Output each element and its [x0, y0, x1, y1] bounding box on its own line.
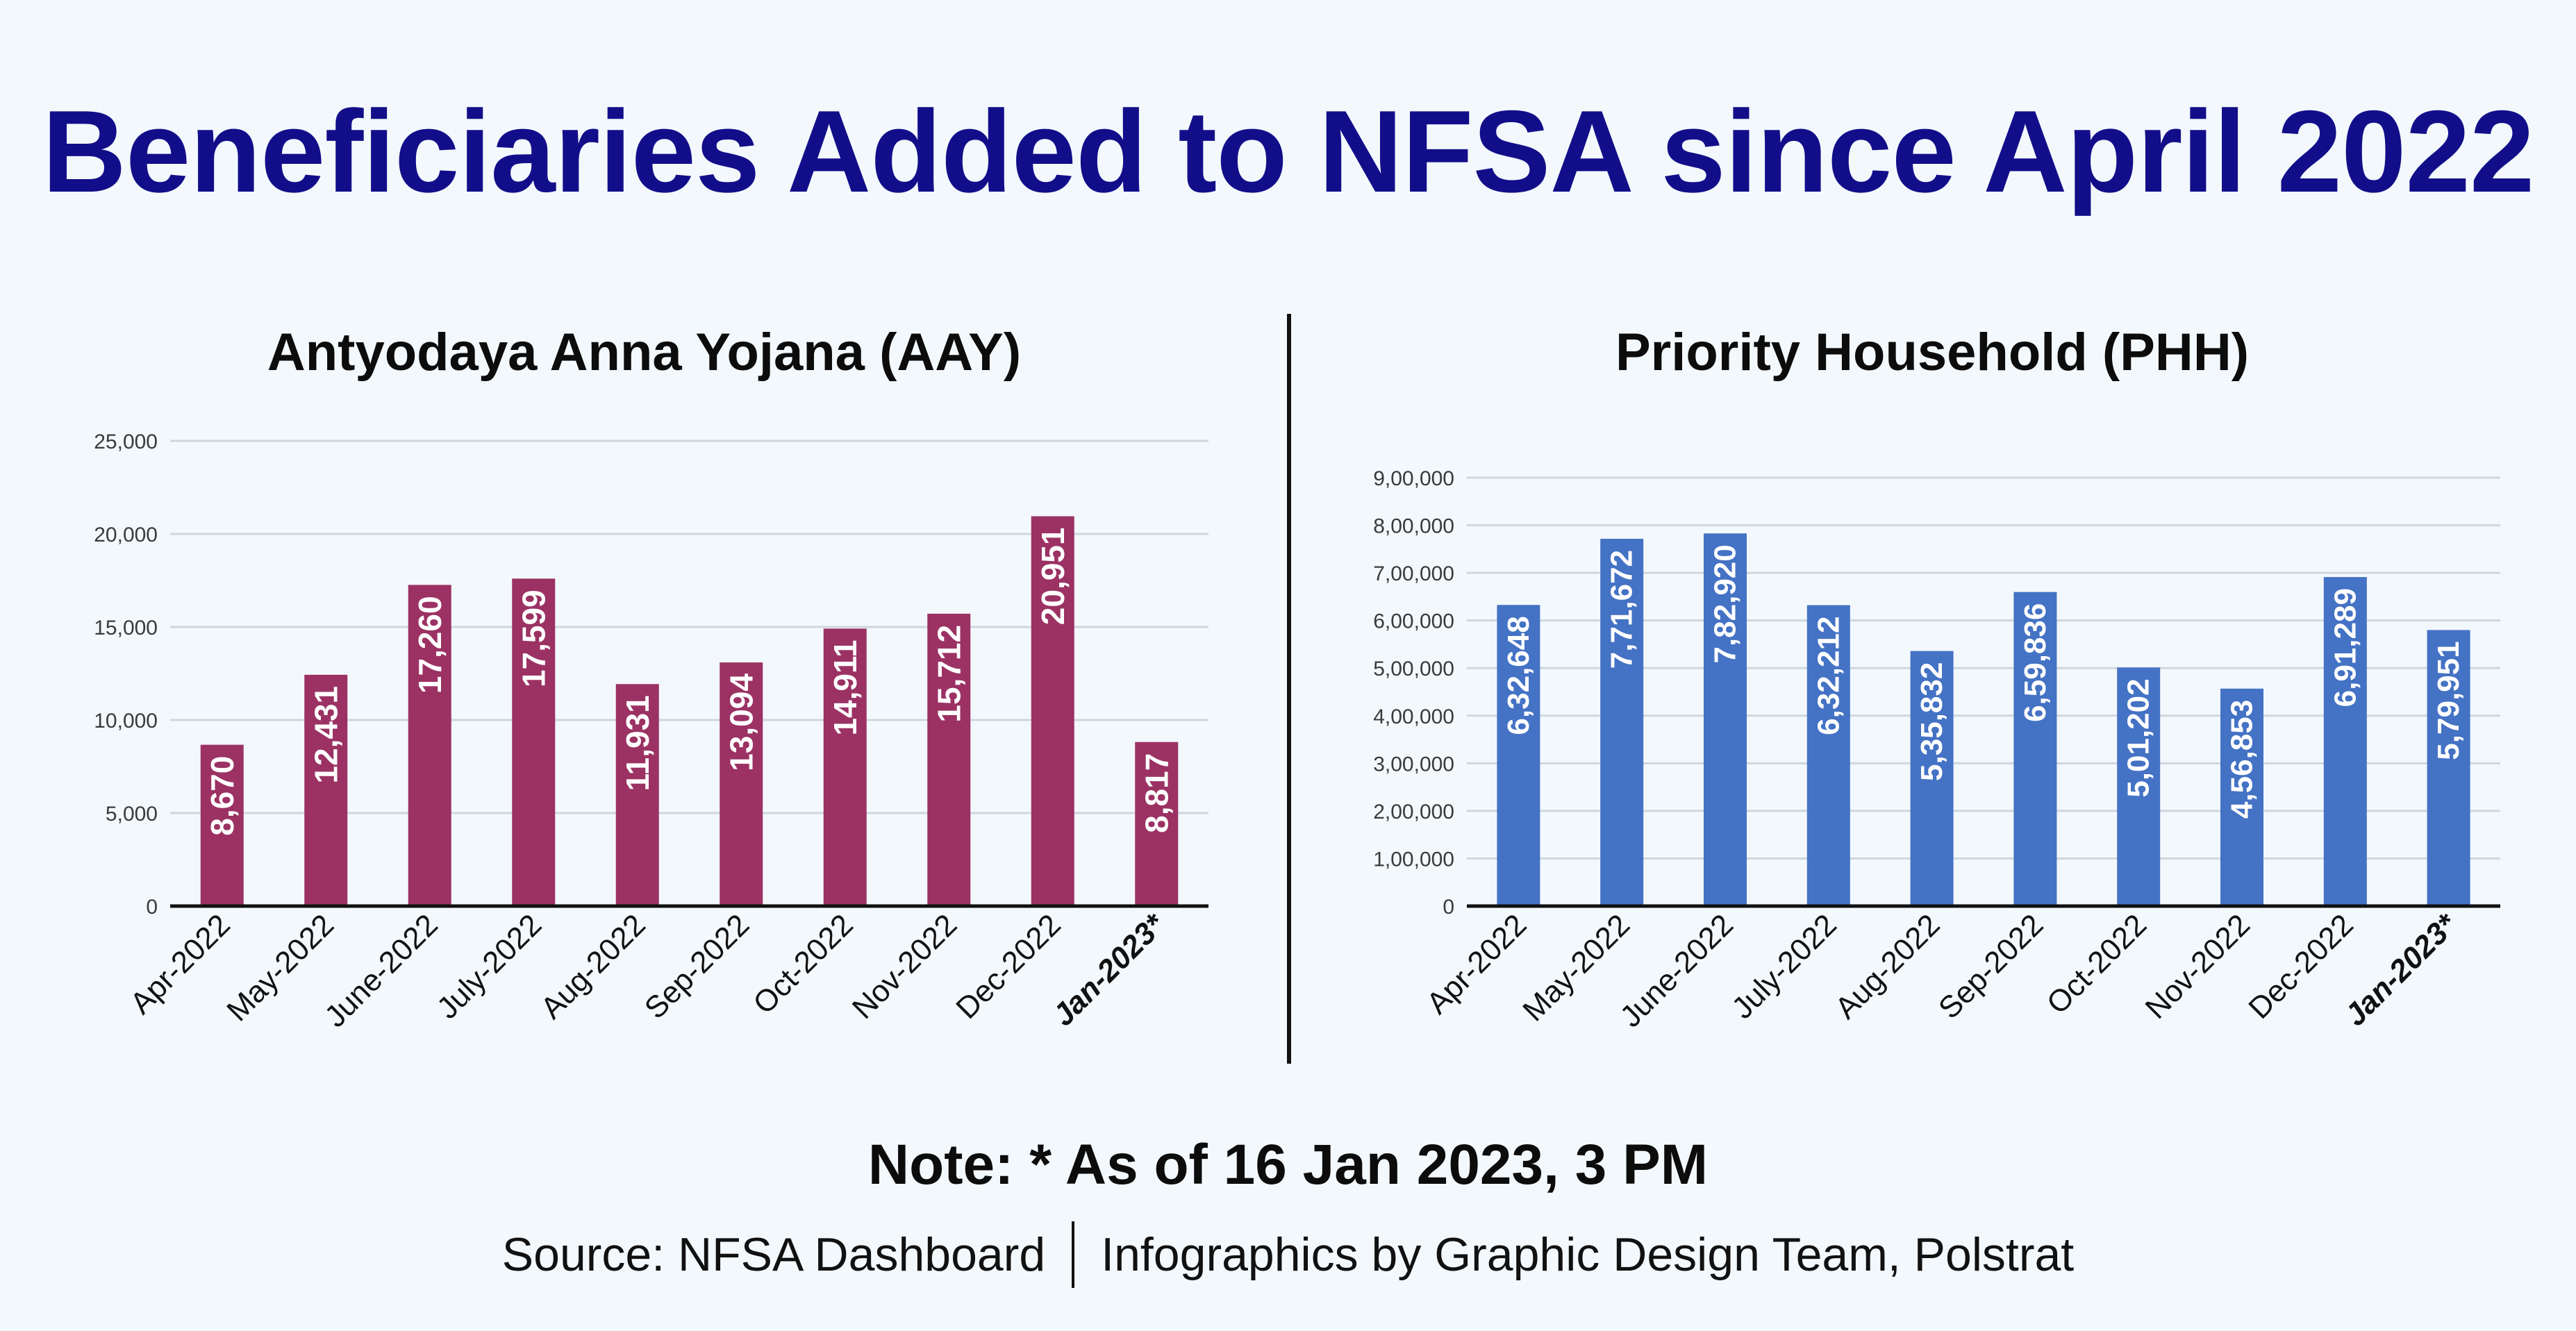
aay-ytick-label: 10,000	[94, 710, 158, 733]
phh-value-label: 6,32,648	[1502, 616, 1536, 735]
phh-category-label: Sep-2022	[1932, 907, 2050, 1026]
phh-category-label: Oct-2022	[2041, 907, 2154, 1021]
phh-bar	[1497, 605, 1540, 906]
aay-value-label: 17,599	[515, 589, 551, 687]
phh-category-label: Aug-2022	[1829, 907, 1947, 1026]
phh-category-label: Nov-2022	[2139, 907, 2257, 1026]
phh-value-label: 6,91,289	[2328, 588, 2362, 707]
phh-value-label: 5,01,202	[2122, 678, 2156, 797]
aay-value-label: 11,931	[620, 695, 656, 791]
aay-value-label: 8,817	[1138, 753, 1174, 833]
phh-chart-title: Priority Household (PHH)	[1615, 323, 2250, 382]
phh-bar	[1806, 605, 1850, 906]
aay-ytick-label: 0	[146, 896, 158, 919]
aay-bar	[823, 628, 867, 906]
aay-chart-title: Antyodaya Anna Yojana (AAY)	[267, 323, 1022, 382]
aay-bar	[720, 662, 763, 906]
phh-bar	[2427, 630, 2470, 906]
aay-bar	[1135, 742, 1179, 906]
phh-bar	[1600, 538, 1644, 906]
aay-bar	[408, 585, 451, 906]
aay-ytick-label: 5,000	[106, 803, 158, 826]
phh-bar	[2323, 577, 2367, 906]
aay-ytick-label: 25,000	[94, 430, 158, 453]
phh-value-label: 6,59,836	[2018, 603, 2052, 722]
page-title: Beneficiaries Added to NFSA since April …	[42, 86, 2535, 217]
phh-value-label: 6,32,212	[1811, 617, 1845, 735]
aay-value-label: 14,911	[827, 639, 863, 735]
aay-value-label: 13,094	[723, 673, 759, 771]
aay-ytick-label: 20,000	[94, 524, 158, 546]
aay-value-label: 17,260	[412, 596, 448, 694]
phh-bar	[1910, 651, 1954, 906]
phh-category-label: Jan-2023*	[2338, 907, 2464, 1032]
phh-ytick-label: 3,00,000	[1373, 753, 1454, 776]
aay-value-label: 15,712	[931, 625, 967, 723]
source-text: Source: NFSA Dashboard	[501, 1228, 1046, 1281]
footer-separator	[1072, 1221, 1075, 1288]
phh-value-label: 5,35,832	[1915, 662, 1949, 781]
phh-ytick-label: 4,00,000	[1373, 705, 1454, 728]
phh-value-label: 5,79,951	[2432, 641, 2466, 760]
aay-bar	[512, 578, 556, 906]
aay-bar	[200, 744, 244, 906]
phh-bar	[2220, 688, 2263, 906]
chart-divider	[1287, 314, 1291, 1064]
aay-bar	[615, 684, 659, 906]
phh-ytick-label: 1,00,000	[1373, 848, 1454, 871]
phh-bar	[1704, 533, 1747, 906]
phh-value-label: 7,71,672	[1605, 550, 1639, 669]
aay-bar-chart: 05,00010,00015,00020,00025,0008,670Apr-2…	[94, 430, 1208, 1034]
phh-ytick-label: 6,00,000	[1373, 610, 1454, 633]
phh-category-label: June-2022	[1613, 907, 1740, 1034]
phh-ytick-label: 7,00,000	[1373, 562, 1454, 585]
aay-value-label: 12,431	[308, 686, 344, 784]
aay-bar	[304, 674, 348, 906]
credit-text: Infographics by Graphic Design Team, Pol…	[1101, 1228, 2075, 1281]
phh-category-label: July-2022	[1725, 907, 1843, 1026]
phh-value-label: 4,56,853	[2225, 700, 2259, 819]
aay-bar	[1031, 516, 1074, 906]
phh-ytick-label: 0	[1443, 896, 1454, 919]
note-text: Note: * As of 16 Jan 2023, 3 PM	[867, 1133, 1709, 1196]
phh-ytick-label: 5,00,000	[1373, 658, 1454, 680]
phh-ytick-label: 8,00,000	[1373, 515, 1454, 538]
aay-value-label: 8,670	[204, 756, 240, 836]
aay-ytick-label: 15,000	[94, 617, 158, 639]
phh-value-label: 7,82,920	[1709, 544, 1743, 663]
phh-bar	[2013, 592, 2057, 906]
aay-value-label: 20,951	[1035, 528, 1071, 626]
aay-bar	[927, 613, 971, 906]
phh-bar	[2117, 667, 2161, 906]
phh-ytick-label: 9,00,000	[1373, 467, 1454, 490]
footer: Source: NFSA Dashboard Infographics by G…	[0, 1216, 2576, 1293]
phh-bar-chart: 0 1,00,000 2,00,000 3,00,000 4,00,000 5,00,00…	[1373, 467, 2500, 1034]
phh-ytick-label: 2,00,000	[1373, 801, 1454, 823]
